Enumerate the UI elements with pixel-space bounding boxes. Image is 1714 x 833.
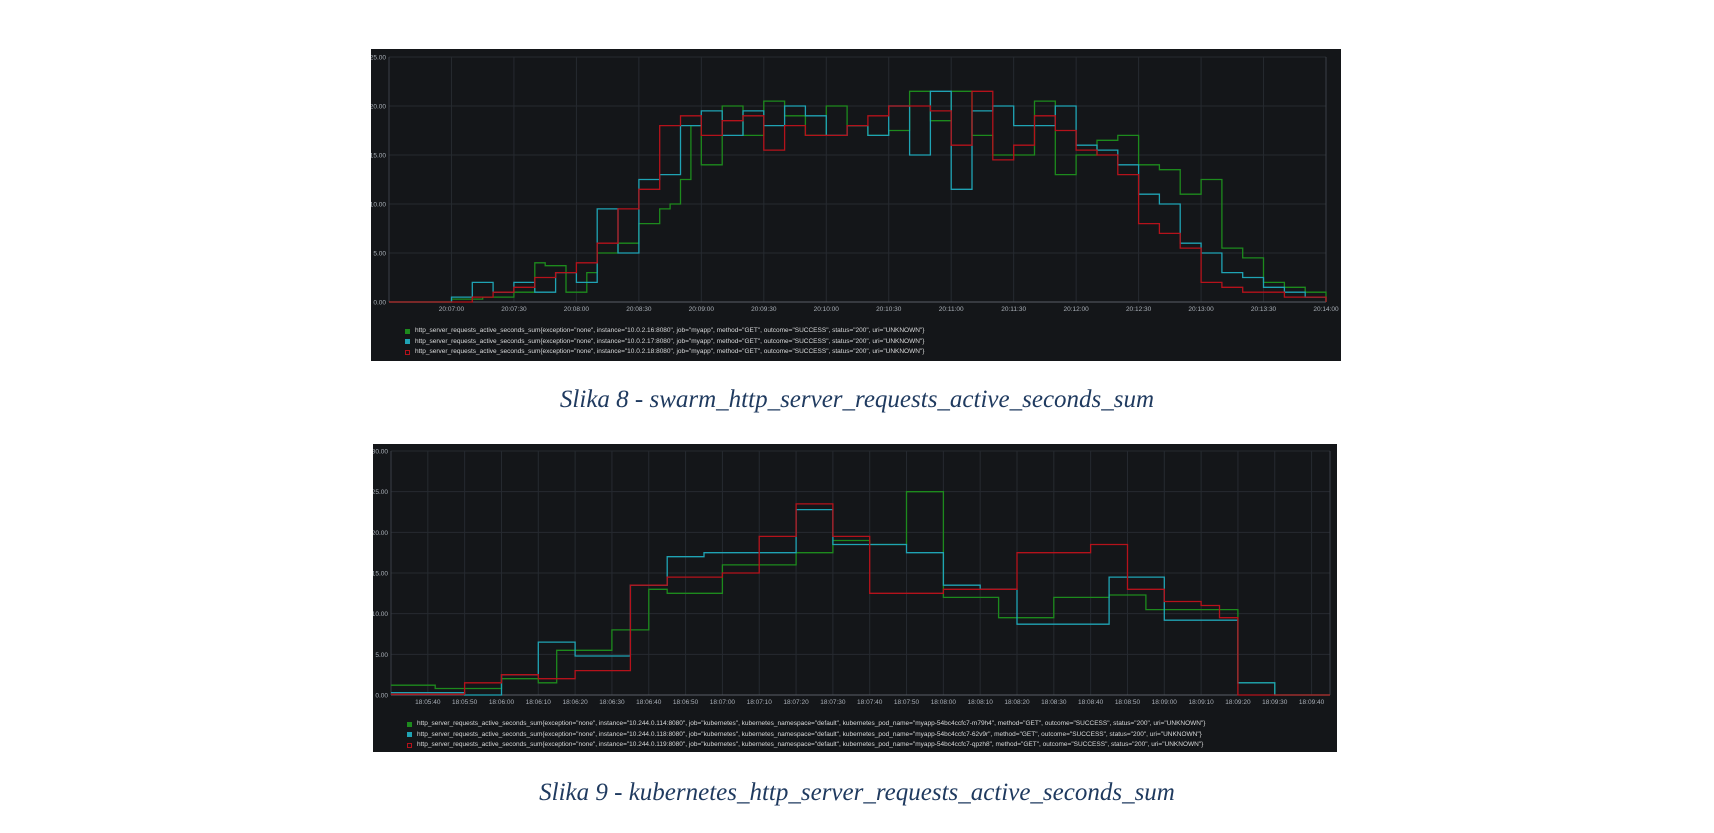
x-tick-label: 18:07:30: [820, 699, 846, 706]
figure-caption: Slika 8 - swarm_http_server_requests_act…: [559, 386, 1155, 413]
y-tick-label: 10.00: [371, 202, 386, 209]
legend-item[interactable]: http_server_requests_active_seconds_sum{…: [407, 740, 1205, 751]
legend-swatch: [407, 742, 412, 748]
chart-panel-kubernetes: 0.00 5.00 10.00 15.00 20.00 25.00 30.00 18:05:4…: [373, 444, 1337, 752]
series-line-2: [389, 90, 1327, 303]
legend-swatch: [405, 339, 410, 345]
chart-svg-kubernetes: 0.00 5.00 10.00 15.00 20.00 25.00 30.00 18:05:4…: [373, 449, 1331, 706]
x-tick-label: 20:11:30: [1001, 306, 1026, 313]
x-tick-label: 18:09:40: [1299, 699, 1325, 706]
legend-label: http_server_requests_active_seconds_sum{…: [417, 730, 1202, 738]
figure-caption: Slika 9 - kubernetes_http_server_request…: [539, 779, 1175, 806]
x-tick-label: 18:06:40: [636, 699, 662, 706]
series-line-2: [391, 508, 1330, 696]
series-line-3: [389, 90, 1327, 303]
x-tick-label: 20:14:00: [1313, 306, 1339, 313]
legend-swatch: [407, 721, 412, 727]
legend-label: http_server_requests_active_seconds_sum{…: [417, 741, 1204, 748]
legend-label: http_server_requests_active_seconds_sum{…: [415, 337, 925, 345]
x-tick-label: 18:09:00: [1152, 699, 1178, 706]
chart-legend: http_server_requests_active_seconds_sum{…: [405, 326, 924, 358]
y-tick-label: 25.00: [373, 489, 388, 496]
legend-item[interactable]: http_server_requests_active_seconds_sum{…: [407, 719, 1205, 730]
series-line-1: [391, 491, 1330, 696]
legend-item[interactable]: http_server_requests_active_seconds_sum{…: [405, 337, 924, 348]
x-tick-label: 18:08:50: [1115, 699, 1141, 706]
x-tick-label: 20:07:30: [501, 306, 527, 313]
x-tick-label: 20:09:00: [689, 306, 715, 313]
x-tick-label: 20:13:00: [1188, 306, 1214, 313]
x-tick-label: 18:08:30: [1041, 699, 1067, 706]
x-tick-label: 18:09:30: [1262, 699, 1288, 706]
legend-label: http_server_requests_active_seconds_sum{…: [415, 327, 925, 334]
legend-item[interactable]: http_server_requests_active_seconds_sum{…: [405, 326, 924, 337]
x-tick-label: 18:09:20: [1225, 699, 1251, 706]
y-tick-label: 5.00: [375, 652, 388, 659]
chart-legend: http_server_requests_active_seconds_sum{…: [407, 719, 1205, 751]
x-tick-label: 18:08:20: [1004, 699, 1030, 706]
chart-panel-swarm: 0.00 5.00 10.00 15.00 20.00 25.00 20:07:00 20:0…: [371, 49, 1341, 361]
x-tick-label: 20:13:30: [1251, 306, 1277, 313]
legend-label: http_server_requests_active_seconds_sum{…: [415, 348, 925, 355]
x-tick-label: 20:10:00: [814, 306, 840, 313]
y-tick-label: 25.00: [371, 55, 386, 62]
x-tick-label: 20:07:00: [439, 306, 465, 313]
y-tick-label: 20.00: [371, 104, 386, 111]
x-tick-label: 18:07:10: [747, 699, 773, 706]
legend-item[interactable]: http_server_requests_active_seconds_sum{…: [405, 347, 924, 358]
y-tick-label: 20.00: [373, 530, 388, 537]
y-tick-label: 0.00: [375, 693, 388, 700]
legend-swatch: [407, 732, 412, 738]
legend-swatch: [405, 328, 410, 334]
x-tick-label: 18:08:40: [1078, 699, 1104, 706]
x-tick-label: 20:08:00: [564, 306, 590, 313]
x-tick-label: 18:07:20: [783, 699, 809, 706]
x-tick-label: 18:09:10: [1188, 699, 1214, 706]
x-tick-label: 20:12:00: [1063, 306, 1089, 313]
legend-label: http_server_requests_active_seconds_sum{…: [417, 720, 1206, 727]
series-line-3: [391, 503, 1330, 696]
x-tick-label: 18:05:50: [452, 699, 478, 706]
legend-item[interactable]: http_server_requests_active_seconds_sum{…: [407, 730, 1205, 741]
y-tick-label: 30.00: [373, 449, 388, 456]
y-tick-label: 15.00: [371, 153, 386, 160]
x-tick-label: 18:07:50: [894, 699, 920, 706]
y-tick-label: 5.00: [373, 251, 386, 258]
y-tick-label: 0.00: [373, 300, 386, 307]
x-tick-label: 20:08:30: [626, 306, 652, 313]
x-tick-label: 20:10:30: [876, 306, 902, 313]
x-tick-label: 18:06:10: [526, 699, 552, 706]
series-line-1: [389, 90, 1327, 303]
x-tick-label: 20:11:00: [939, 306, 964, 313]
y-tick-label: 15.00: [373, 571, 388, 578]
x-tick-label: 18:08:00: [931, 699, 957, 706]
x-tick-label: 18:06:30: [599, 699, 625, 706]
x-tick-label: 18:08:10: [968, 699, 994, 706]
chart-svg-swarm: 0.00 5.00 10.00 15.00 20.00 25.00 20:07:00 20:0…: [371, 55, 1339, 314]
x-tick-label: 18:05:40: [415, 699, 441, 706]
x-tick-label: 20:09:30: [751, 306, 777, 313]
legend-swatch: [405, 349, 410, 355]
x-tick-label: 18:07:40: [857, 699, 883, 706]
x-tick-label: 18:06:20: [562, 699, 588, 706]
x-tick-label: 18:06:00: [489, 699, 515, 706]
x-tick-label: 20:12:30: [1126, 306, 1152, 313]
x-tick-label: 18:07:00: [710, 699, 736, 706]
y-tick-label: 10.00: [373, 611, 388, 618]
x-tick-label: 18:06:50: [673, 699, 699, 706]
